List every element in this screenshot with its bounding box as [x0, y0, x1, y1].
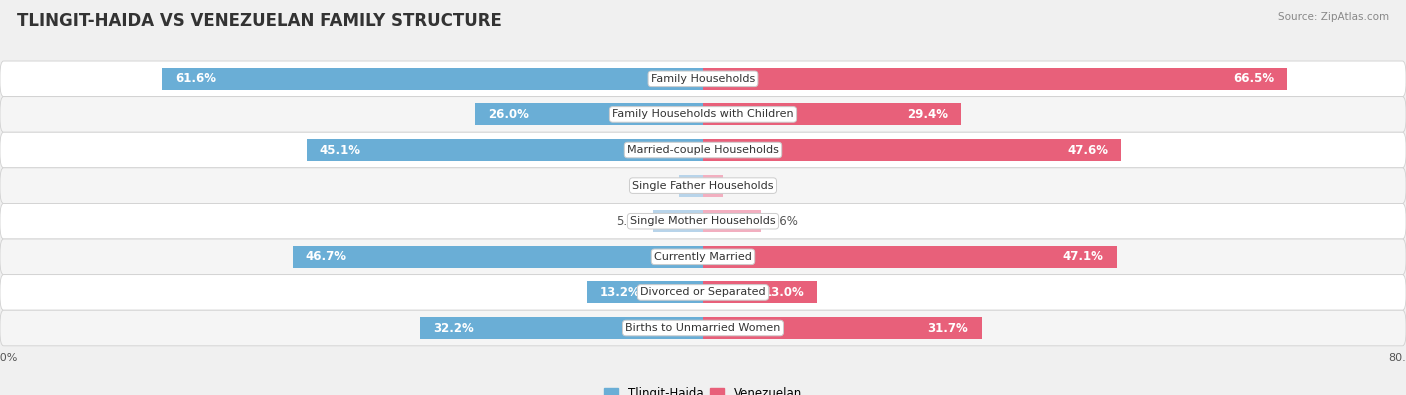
Text: 47.1%: 47.1%	[1063, 250, 1104, 263]
Text: 2.3%: 2.3%	[730, 179, 761, 192]
Text: Family Households: Family Households	[651, 74, 755, 84]
Bar	[588, 281, 703, 303]
Bar	[703, 68, 1288, 90]
FancyBboxPatch shape	[0, 203, 1406, 239]
Bar	[703, 175, 723, 197]
Text: Births to Unmarried Women: Births to Unmarried Women	[626, 323, 780, 333]
Bar	[307, 139, 703, 161]
Text: 61.6%: 61.6%	[174, 72, 217, 85]
Text: Single Father Households: Single Father Households	[633, 181, 773, 191]
Text: Currently Married: Currently Married	[654, 252, 752, 262]
Bar	[162, 68, 703, 90]
Legend: Tlingit-Haida, Venezuelan: Tlingit-Haida, Venezuelan	[599, 383, 807, 395]
Text: 6.6%: 6.6%	[768, 215, 797, 228]
Text: TLINGIT-HAIDA VS VENEZUELAN FAMILY STRUCTURE: TLINGIT-HAIDA VS VENEZUELAN FAMILY STRUC…	[17, 12, 502, 30]
Text: Married-couple Households: Married-couple Households	[627, 145, 779, 155]
Bar	[703, 139, 1122, 161]
Bar	[703, 210, 761, 232]
Text: 31.7%: 31.7%	[928, 322, 969, 335]
Bar	[292, 246, 703, 268]
Text: 66.5%: 66.5%	[1233, 72, 1274, 85]
Text: Family Households with Children: Family Households with Children	[612, 109, 794, 119]
Text: 47.6%: 47.6%	[1067, 143, 1108, 156]
FancyBboxPatch shape	[0, 168, 1406, 203]
Bar	[703, 246, 1116, 268]
Text: 29.4%: 29.4%	[907, 108, 948, 121]
FancyBboxPatch shape	[0, 132, 1406, 168]
Text: 13.0%: 13.0%	[763, 286, 804, 299]
Text: 45.1%: 45.1%	[321, 143, 361, 156]
FancyBboxPatch shape	[0, 275, 1406, 310]
FancyBboxPatch shape	[0, 61, 1406, 97]
FancyBboxPatch shape	[0, 97, 1406, 132]
Text: 2.7%: 2.7%	[643, 179, 672, 192]
Text: Divorced or Separated: Divorced or Separated	[640, 288, 766, 297]
Text: 5.7%: 5.7%	[616, 215, 645, 228]
Bar	[679, 175, 703, 197]
Text: 26.0%: 26.0%	[488, 108, 529, 121]
Bar	[703, 103, 962, 126]
Bar	[420, 317, 703, 339]
Bar	[475, 103, 703, 126]
Text: Single Mother Households: Single Mother Households	[630, 216, 776, 226]
Bar	[703, 317, 981, 339]
FancyBboxPatch shape	[0, 239, 1406, 275]
Bar	[703, 281, 817, 303]
Text: 32.2%: 32.2%	[433, 322, 474, 335]
Bar	[652, 210, 703, 232]
Text: 13.2%: 13.2%	[600, 286, 641, 299]
FancyBboxPatch shape	[0, 310, 1406, 346]
Text: Source: ZipAtlas.com: Source: ZipAtlas.com	[1278, 12, 1389, 22]
Text: 46.7%: 46.7%	[307, 250, 347, 263]
